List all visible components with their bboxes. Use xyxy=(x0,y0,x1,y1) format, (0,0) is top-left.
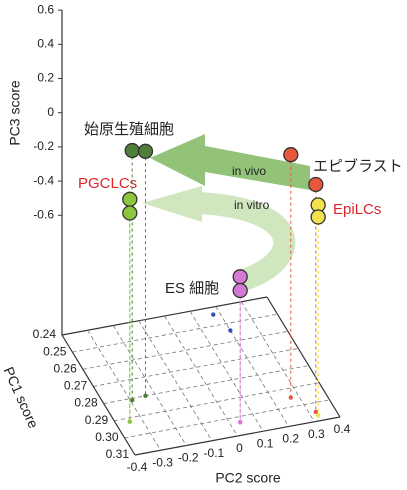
x-tick-label: -0.1 xyxy=(204,446,225,460)
point xyxy=(308,176,324,193)
y-tick-label: 0.31 xyxy=(106,447,130,461)
arrow-in-vivo xyxy=(150,134,310,190)
x-tick-label: 0 xyxy=(236,441,243,455)
grid-line xyxy=(241,301,315,422)
y-tick-label: 0.25 xyxy=(43,344,67,358)
x-tick-label: 0.1 xyxy=(257,436,274,450)
grid-line xyxy=(138,320,213,441)
z-tick-label: 0.6 xyxy=(37,2,54,16)
x-tick-label: 0.4 xyxy=(334,422,351,436)
grid-line xyxy=(266,296,341,418)
point xyxy=(232,269,248,285)
arrow-in-vitro-head xyxy=(142,186,202,222)
y-axis-title: PC1 score xyxy=(1,364,42,430)
point xyxy=(122,205,138,221)
floor-point xyxy=(315,413,321,418)
annotation: in vivo xyxy=(232,164,266,178)
z-tick-label: 0 xyxy=(47,105,54,119)
y-tick-label: 0.29 xyxy=(85,413,109,427)
point xyxy=(310,209,326,225)
point xyxy=(232,282,248,299)
grid-line xyxy=(61,334,136,456)
y-tick-label: 0.30 xyxy=(95,430,119,444)
arrow-in-vitro xyxy=(199,192,296,293)
floor-point xyxy=(211,312,216,317)
z-axis-title: PC3 score xyxy=(7,80,23,146)
grid-line xyxy=(164,315,238,437)
z-tick-label: 0.2 xyxy=(37,71,54,85)
grid-line xyxy=(112,325,187,446)
z-tick-label: -0.2 xyxy=(33,139,54,153)
floor-point xyxy=(127,419,133,424)
x-tick-label: -0.2 xyxy=(178,451,199,465)
z-tick-label: -0.6 xyxy=(33,207,54,221)
floor-point xyxy=(228,328,233,333)
x-tick-label: 0.2 xyxy=(282,432,299,446)
point xyxy=(124,142,140,159)
x-tick-label: -0.4 xyxy=(127,460,148,474)
grid-line xyxy=(82,330,288,370)
grid-line xyxy=(72,313,278,353)
grid-line xyxy=(93,348,299,387)
x-tick-label: 0.3 xyxy=(308,427,325,441)
point xyxy=(283,147,299,163)
group-label: PGCLCs xyxy=(78,175,137,192)
floor-point xyxy=(313,409,319,415)
point xyxy=(137,143,154,159)
x-axis-title: PC2 score xyxy=(215,470,281,486)
y-tick-label: 0.26 xyxy=(53,361,77,375)
floor-point xyxy=(288,395,293,400)
annotation: in vitro xyxy=(234,198,270,212)
group-label: EpiLCs xyxy=(333,201,381,218)
grid-line xyxy=(189,311,264,432)
x-tick-label: -0.3 xyxy=(152,455,173,469)
z-tick-label: -0.4 xyxy=(33,173,54,187)
y-tick-label: 0.28 xyxy=(74,396,98,410)
group-label: エピブラスト xyxy=(313,157,403,175)
z-tick-label: 0.4 xyxy=(37,36,54,50)
floor-point xyxy=(237,419,243,425)
point xyxy=(122,191,138,207)
floor-point xyxy=(129,398,135,403)
y-tick-label: 0.24 xyxy=(33,327,57,341)
group-label: ES 細胞 xyxy=(165,280,219,297)
floor-point xyxy=(143,393,148,399)
group-label: 始原生殖細胞 xyxy=(84,121,174,138)
grid-line xyxy=(215,306,290,427)
y-tick-label: 0.27 xyxy=(64,379,88,393)
grid-line xyxy=(87,330,161,451)
